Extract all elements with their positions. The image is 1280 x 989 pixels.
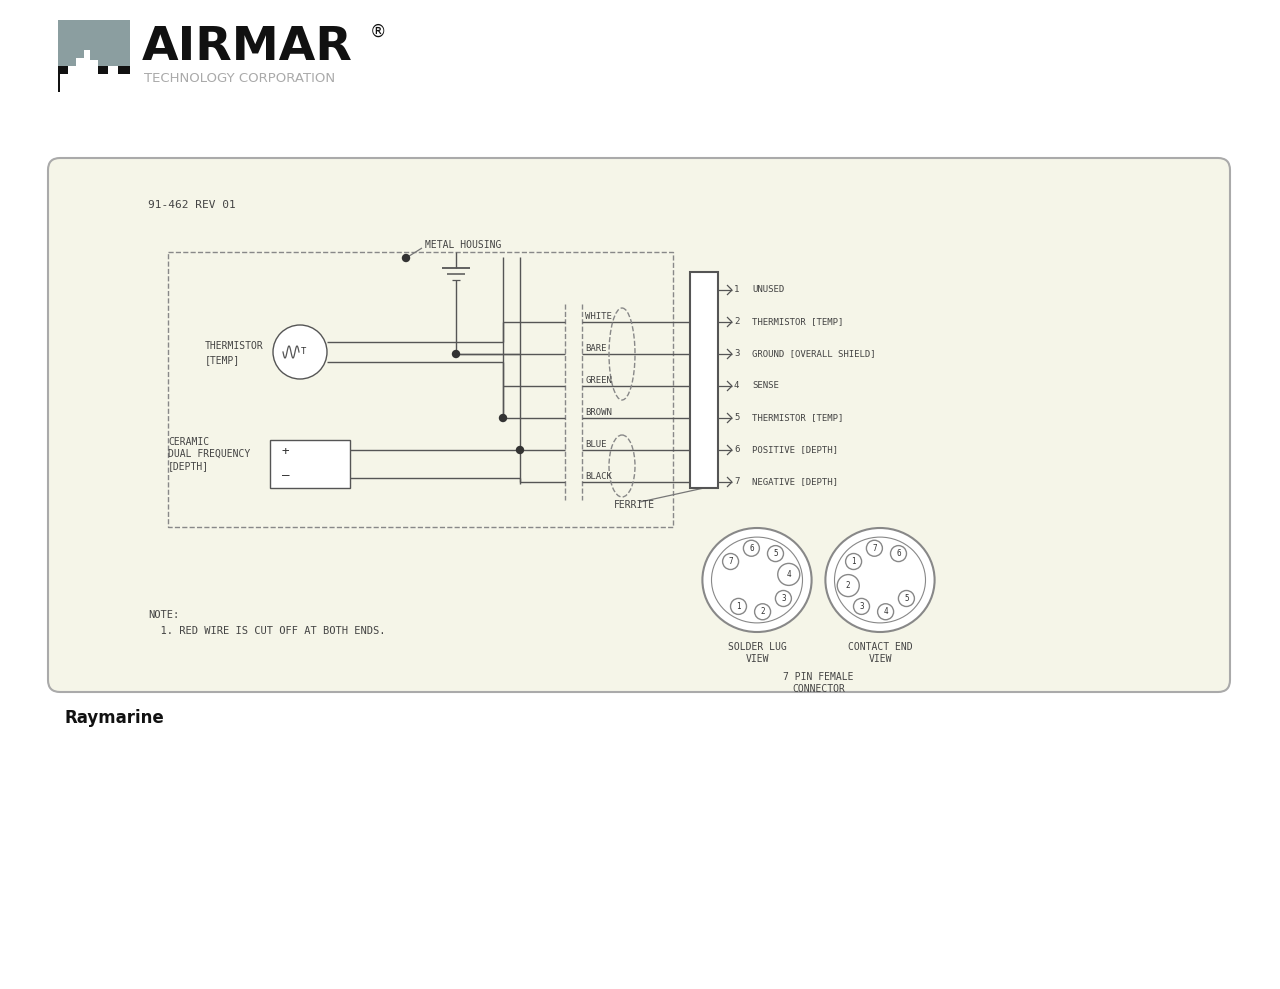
Circle shape xyxy=(723,554,739,570)
Bar xyxy=(168,252,673,527)
Text: 4: 4 xyxy=(786,570,791,579)
Text: THERMISTOR [TEMP]: THERMISTOR [TEMP] xyxy=(753,413,844,422)
Circle shape xyxy=(846,554,861,570)
Circle shape xyxy=(755,603,771,620)
Text: POSITIVE [DEPTH]: POSITIVE [DEPTH] xyxy=(753,445,838,455)
Text: 4: 4 xyxy=(883,607,888,616)
Circle shape xyxy=(499,414,507,421)
Text: 1: 1 xyxy=(733,286,740,295)
Text: ®: ® xyxy=(370,23,387,41)
Text: –: – xyxy=(282,470,289,483)
Text: CONNECTOR: CONNECTOR xyxy=(792,684,845,694)
Text: SENSE: SENSE xyxy=(753,382,778,391)
Text: UNUSED: UNUSED xyxy=(753,286,785,295)
Circle shape xyxy=(402,254,410,261)
Text: BLUE: BLUE xyxy=(585,440,607,449)
Bar xyxy=(690,272,718,488)
Text: METAL HOUSING: METAL HOUSING xyxy=(425,240,502,250)
Text: BLACK: BLACK xyxy=(585,472,612,481)
Text: 91-462 REV 01: 91-462 REV 01 xyxy=(148,200,236,210)
Text: 7 PIN FEMALE: 7 PIN FEMALE xyxy=(783,672,854,682)
Text: T: T xyxy=(301,347,306,356)
Text: 6: 6 xyxy=(733,445,740,455)
Circle shape xyxy=(854,598,869,614)
Circle shape xyxy=(768,546,783,562)
Circle shape xyxy=(837,575,859,596)
Circle shape xyxy=(891,546,906,562)
Bar xyxy=(58,66,131,92)
Text: NOTE:: NOTE: xyxy=(148,610,179,620)
Text: FERRITE: FERRITE xyxy=(614,500,655,510)
Text: 6: 6 xyxy=(896,549,901,558)
Circle shape xyxy=(778,564,800,585)
Circle shape xyxy=(776,590,791,606)
Text: 2: 2 xyxy=(733,317,740,326)
Text: CONTACT END: CONTACT END xyxy=(847,642,913,652)
Text: 3: 3 xyxy=(781,594,786,603)
Text: SOLDER LUG: SOLDER LUG xyxy=(727,642,786,652)
Text: TECHNOLOGY CORPORATION: TECHNOLOGY CORPORATION xyxy=(143,71,335,84)
Text: 2: 2 xyxy=(846,582,851,590)
Text: VIEW: VIEW xyxy=(745,654,769,664)
Text: GROUND [OVERALL SHIELD]: GROUND [OVERALL SHIELD] xyxy=(753,349,876,358)
Ellipse shape xyxy=(703,528,812,632)
Text: 3: 3 xyxy=(859,602,864,611)
Text: 5: 5 xyxy=(904,594,909,603)
Text: DUAL FREQUENCY: DUAL FREQUENCY xyxy=(168,449,251,459)
Text: 3: 3 xyxy=(733,349,740,358)
Circle shape xyxy=(878,603,893,620)
Text: BROWN: BROWN xyxy=(585,408,612,417)
Text: 1. RED WIRE IS CUT OFF AT BOTH ENDS.: 1. RED WIRE IS CUT OFF AT BOTH ENDS. xyxy=(148,626,385,636)
Circle shape xyxy=(899,590,914,606)
Circle shape xyxy=(744,540,759,556)
Text: GREEN: GREEN xyxy=(585,376,612,385)
Circle shape xyxy=(731,598,746,614)
Text: VIEW: VIEW xyxy=(868,654,892,664)
Text: 7: 7 xyxy=(733,478,740,487)
Text: AIRMAR: AIRMAR xyxy=(142,25,353,69)
FancyBboxPatch shape xyxy=(49,158,1230,692)
Text: THERMISTOR: THERMISTOR xyxy=(205,341,264,351)
Text: [DEPTH]: [DEPTH] xyxy=(168,461,209,471)
Circle shape xyxy=(867,540,882,556)
Polygon shape xyxy=(60,50,131,92)
Text: Raymarine: Raymarine xyxy=(64,709,164,727)
Text: BARE: BARE xyxy=(585,344,607,353)
Text: 1: 1 xyxy=(851,557,856,566)
Circle shape xyxy=(453,350,460,357)
Text: 7: 7 xyxy=(728,557,733,566)
Text: 1: 1 xyxy=(736,602,741,611)
Bar xyxy=(270,440,349,488)
Ellipse shape xyxy=(826,528,934,632)
Circle shape xyxy=(517,446,524,454)
Text: WHITE: WHITE xyxy=(585,312,612,321)
Text: 4: 4 xyxy=(733,382,740,391)
Text: 2: 2 xyxy=(760,607,765,616)
Text: 7: 7 xyxy=(872,544,877,553)
Text: +: + xyxy=(282,445,289,459)
Text: 6: 6 xyxy=(749,544,754,553)
Text: [TEMP]: [TEMP] xyxy=(205,355,241,365)
Text: THERMISTOR [TEMP]: THERMISTOR [TEMP] xyxy=(753,317,844,326)
Text: 5: 5 xyxy=(773,549,778,558)
Bar xyxy=(58,20,131,92)
Text: NEGATIVE [DEPTH]: NEGATIVE [DEPTH] xyxy=(753,478,838,487)
Text: CERAMIC: CERAMIC xyxy=(168,437,209,447)
Text: 5: 5 xyxy=(733,413,740,422)
Circle shape xyxy=(273,325,326,379)
